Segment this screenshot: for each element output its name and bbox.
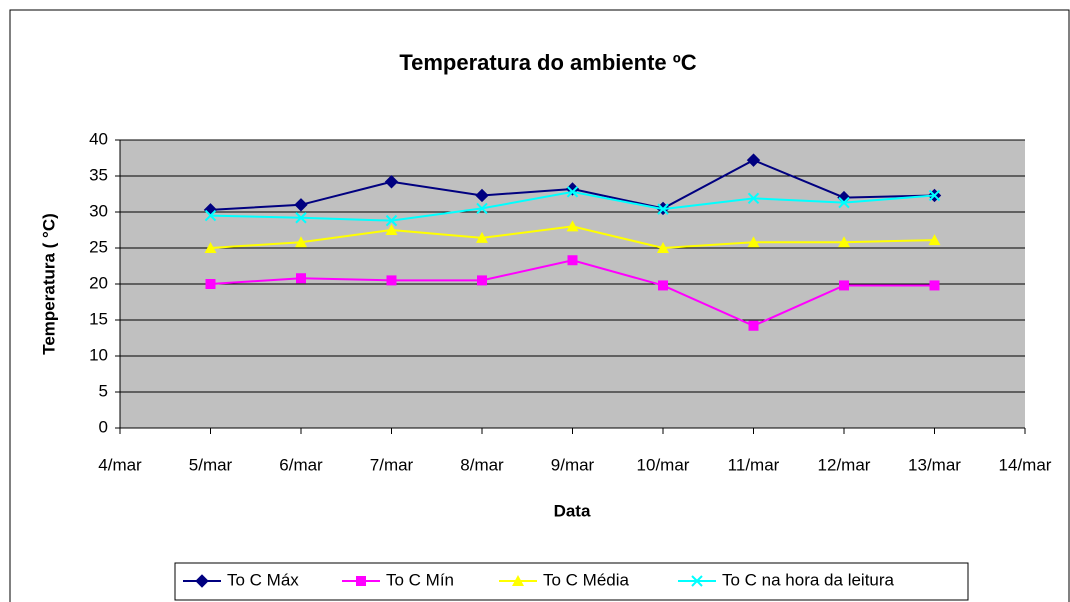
legend-label: To C Mín bbox=[386, 570, 454, 589]
data-point bbox=[747, 192, 760, 205]
legend-marker bbox=[512, 575, 524, 586]
x-tick-label: 9/mar bbox=[551, 455, 595, 474]
data-point bbox=[838, 196, 850, 209]
y-tick-label: 0 bbox=[99, 417, 108, 436]
y-tick-label: 10 bbox=[89, 345, 108, 364]
data-point bbox=[204, 209, 217, 222]
chart-title: Temperatura do ambiente ºC bbox=[399, 50, 696, 75]
x-tick-label: 5/mar bbox=[189, 455, 233, 474]
data-point bbox=[386, 275, 397, 286]
data-point bbox=[929, 280, 940, 291]
x-tick-label: 11/mar bbox=[728, 455, 780, 474]
y-tick-label: 30 bbox=[89, 201, 108, 220]
data-point bbox=[658, 280, 668, 291]
x-tick-label: 4/mar bbox=[98, 455, 142, 474]
data-point bbox=[384, 175, 399, 189]
x-tick-label: 8/mar bbox=[460, 455, 504, 474]
data-point bbox=[839, 280, 849, 291]
x-tick-label: 6/mar bbox=[279, 455, 323, 474]
x-tick-label: 7/mar bbox=[370, 455, 414, 474]
data-point bbox=[657, 203, 669, 215]
data-point bbox=[294, 198, 308, 212]
data-point bbox=[295, 212, 307, 224]
y-tick-label: 20 bbox=[89, 273, 108, 292]
y-tick-label: 35 bbox=[89, 165, 108, 184]
data-point bbox=[838, 236, 850, 248]
x-axis-title: Data bbox=[554, 501, 591, 520]
y-tick-label: 15 bbox=[89, 309, 108, 328]
y-tick-label: 5 bbox=[99, 381, 108, 400]
data-point bbox=[747, 236, 760, 248]
data-point bbox=[476, 231, 488, 243]
data-point bbox=[748, 320, 759, 331]
data-point bbox=[928, 189, 941, 202]
data-point bbox=[477, 275, 487, 286]
data-point bbox=[567, 255, 578, 266]
legend-label: To C na hora da leitura bbox=[722, 570, 895, 589]
legend-label: To C Máx bbox=[227, 570, 299, 589]
legend-marker bbox=[691, 575, 703, 587]
data-point bbox=[657, 242, 669, 253]
data-point bbox=[204, 242, 217, 253]
legend-label: To C Média bbox=[543, 570, 630, 589]
data-point bbox=[566, 220, 579, 232]
data-point bbox=[928, 234, 941, 246]
y-tick-label: 25 bbox=[89, 237, 108, 256]
legend-marker bbox=[195, 574, 209, 588]
legend-box bbox=[174, 562, 969, 601]
data-point bbox=[746, 153, 761, 167]
data-point bbox=[385, 224, 398, 235]
x-tick-label: 14/mar bbox=[999, 455, 1052, 474]
data-point bbox=[566, 186, 579, 198]
data-point bbox=[296, 273, 306, 284]
y-tick-label: 40 bbox=[89, 129, 108, 148]
data-point bbox=[476, 202, 488, 215]
data-point bbox=[475, 188, 489, 203]
x-tick-label: 13/mar bbox=[908, 455, 961, 474]
legend-marker bbox=[356, 576, 366, 586]
data-point bbox=[385, 214, 398, 227]
x-tick-label: 12/mar bbox=[818, 455, 871, 474]
x-tick-label: 10/mar bbox=[637, 455, 690, 474]
data-point bbox=[205, 279, 216, 289]
data-point bbox=[295, 236, 307, 248]
y-axis-title: Temperatura ( °C) bbox=[39, 213, 58, 355]
